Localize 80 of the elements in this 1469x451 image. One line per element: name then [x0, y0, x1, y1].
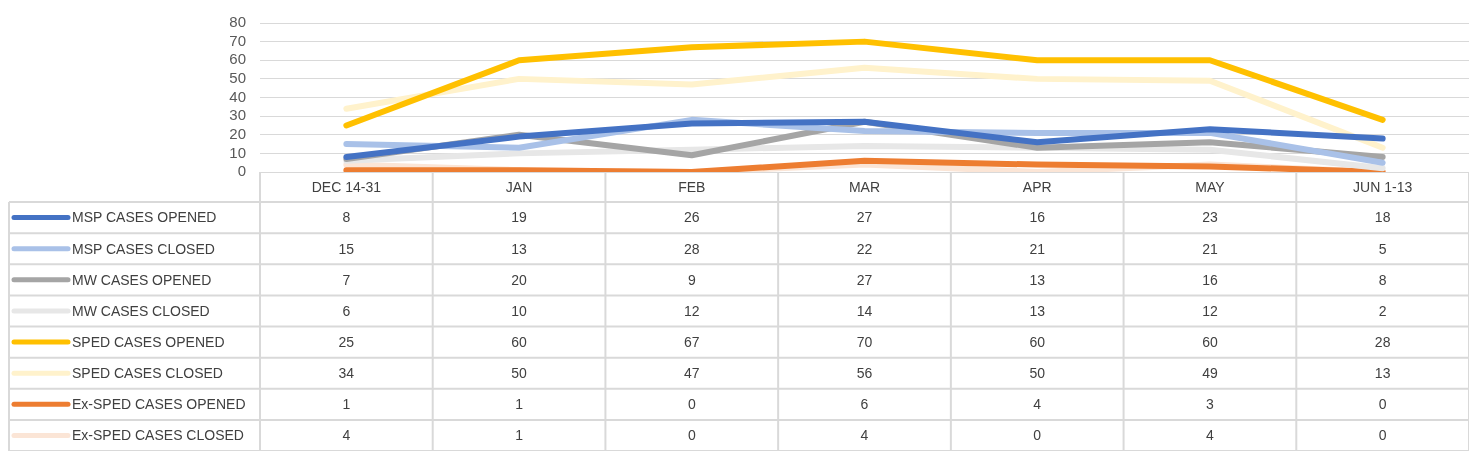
data-label: 60 — [1202, 333, 1218, 350]
data-label: 8 — [1378, 271, 1387, 288]
legend-label: MSP CASES OPENED — [72, 209, 217, 226]
data-label: 16 — [1202, 271, 1218, 288]
legend-label: MW CASES CLOSED — [72, 302, 210, 319]
data-label: 7 — [342, 271, 351, 288]
data-label: 21 — [1029, 240, 1046, 257]
x-tick-label: DEC 14-31 — [311, 178, 382, 195]
legend-label: Ex-SPED CASES CLOSED — [72, 427, 244, 444]
y-tick-label: 50 — [229, 69, 246, 87]
y-tick-label: 40 — [229, 87, 246, 105]
legend-label: SPED CASES OPENED — [72, 333, 225, 350]
data-label: 28 — [684, 240, 700, 257]
x-tick-label: MAR — [848, 178, 881, 195]
data-label: 4 — [342, 427, 351, 444]
data-label: 12 — [684, 302, 700, 319]
y-tick-label: 60 — [229, 50, 246, 68]
data-label: 9 — [687, 271, 696, 288]
data-label: 27 — [856, 209, 873, 226]
data-label: 4 — [860, 427, 869, 444]
x-tick-label: JAN — [505, 178, 533, 195]
data-label: 5 — [1378, 240, 1387, 257]
data-label: 16 — [1029, 209, 1046, 226]
data-label: 26 — [684, 209, 700, 226]
y-tick-label: 80 — [229, 13, 246, 31]
legend-label: Ex-SPED CASES OPENED — [72, 396, 246, 413]
y-tick-label: 0 — [237, 162, 246, 180]
data-label: 0 — [1378, 396, 1387, 413]
legend-label: MSP CASES CLOSED — [72, 240, 215, 257]
data-label: 18 — [1374, 209, 1391, 226]
data-label: 70 — [856, 333, 873, 350]
data-label: 10 — [511, 302, 528, 319]
x-tick-label: MAY — [1195, 178, 1226, 195]
data-label: 28 — [1374, 333, 1391, 350]
data-label: 67 — [684, 333, 700, 350]
x-tick-label: APR — [1022, 178, 1052, 195]
y-tick-label: 70 — [229, 31, 246, 49]
data-label: 3 — [1206, 396, 1215, 413]
data-label: 21 — [1202, 240, 1218, 257]
data-label: 27 — [856, 271, 873, 288]
data-label: 4 — [1033, 396, 1042, 413]
data-label: 6 — [342, 302, 351, 319]
data-label: 50 — [1029, 365, 1046, 382]
data-label: 1 — [342, 396, 351, 413]
data-label: 6 — [860, 396, 869, 413]
data-label: 4 — [1206, 427, 1215, 444]
data-label: 13 — [511, 240, 528, 257]
legend-label: MW CASES OPENED — [72, 271, 212, 288]
data-label: 50 — [511, 365, 528, 382]
data-label: 60 — [511, 333, 528, 350]
data-label: 47 — [684, 365, 700, 382]
data-label: 19 — [511, 209, 528, 226]
data-label: 0 — [1378, 427, 1387, 444]
data-label: 14 — [856, 302, 873, 319]
data-label: 1 — [515, 396, 524, 413]
data-label: 20 — [511, 271, 528, 288]
data-label: 1 — [515, 427, 524, 444]
data-label: 34 — [338, 365, 355, 382]
y-tick-label: 20 — [229, 124, 246, 142]
data-label: 13 — [1029, 302, 1046, 319]
y-tick-label: 10 — [229, 143, 246, 161]
x-tick-label: JUN 1-13 — [1353, 178, 1413, 195]
data-label: 8 — [342, 209, 351, 226]
data-label: 0 — [687, 427, 696, 444]
data-label: 60 — [1029, 333, 1046, 350]
x-tick-label: FEB — [678, 178, 706, 195]
data-label: 0 — [1033, 427, 1042, 444]
data-label: 22 — [856, 240, 873, 257]
data-label: 25 — [338, 333, 355, 350]
data-label: 49 — [1202, 365, 1218, 382]
data-label: 23 — [1202, 209, 1218, 226]
data-label: 13 — [1029, 271, 1046, 288]
data-label: 12 — [1202, 302, 1218, 319]
data-label: 13 — [1374, 365, 1391, 382]
data-label: 56 — [856, 365, 873, 382]
legend-label: SPED CASES CLOSED — [72, 365, 223, 382]
y-tick-label: 30 — [229, 106, 246, 124]
data-label: 15 — [338, 240, 355, 257]
data-label: 0 — [687, 396, 696, 413]
data-label: 2 — [1378, 302, 1387, 319]
